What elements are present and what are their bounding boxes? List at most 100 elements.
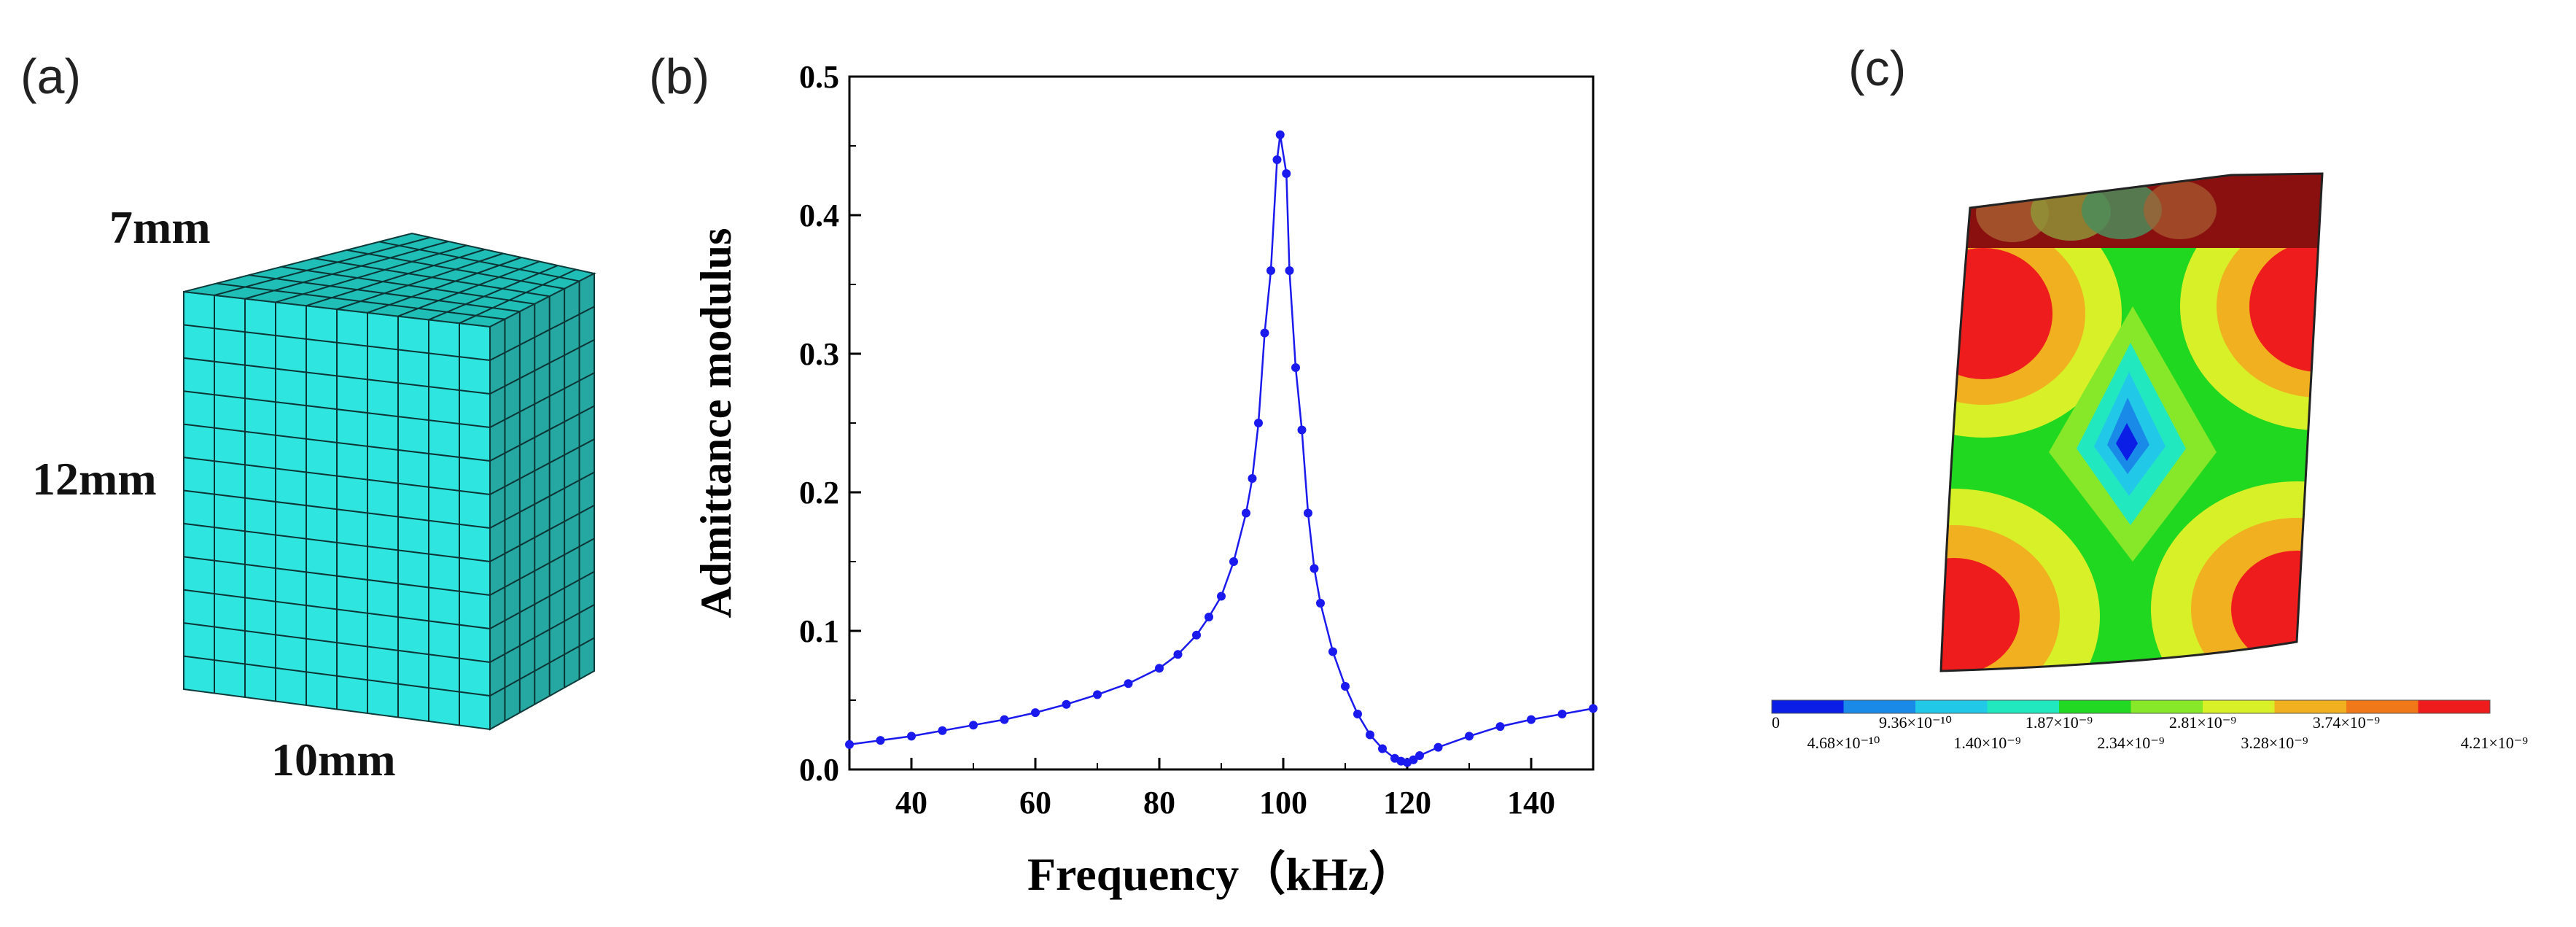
y-tick-label: 0.4 (799, 198, 839, 233)
data-point (1124, 679, 1133, 689)
mesh-line (314, 257, 550, 298)
x-tick-label: 140 (1507, 785, 1555, 821)
data-point (1031, 708, 1040, 718)
data-point (1378, 744, 1387, 753)
data-point (1415, 751, 1424, 760)
data-point (1275, 130, 1285, 139)
x-tick-label: 40 (895, 785, 927, 821)
colorbar-swatch (2131, 700, 2203, 713)
data-point (1291, 363, 1300, 372)
data-point (1328, 647, 1337, 656)
data-point (1254, 419, 1263, 427)
mesh-grid-lines (183, 236, 595, 726)
mesh-line (249, 274, 520, 313)
colorbar-swatch (1915, 700, 1988, 713)
data-point (1229, 557, 1238, 566)
colorbar-swatch (2059, 700, 2131, 713)
panel-a-label: (a) (20, 49, 82, 104)
mesh-line (183, 357, 491, 395)
mesh-line (346, 249, 565, 290)
x-tick-label: 120 (1383, 785, 1431, 821)
panel-c-field-contour: (c) (1713, 0, 2576, 927)
mesh-line (489, 372, 595, 428)
data-point (1000, 715, 1009, 724)
colorbar-frame (1771, 699, 2491, 714)
colorbar-bottom-label: 4.21×10⁻⁹ (2461, 734, 2529, 752)
data-point (1557, 710, 1567, 718)
dimension-bottom-label: 10mm (271, 734, 396, 786)
data-point (1260, 328, 1269, 338)
data-point (1297, 425, 1307, 435)
data-point (1409, 755, 1418, 764)
colorbar-top-label: 1.87×10⁻⁹ (2026, 713, 2093, 732)
mesh-line (379, 241, 580, 282)
colorbar-swatch (1987, 700, 2060, 713)
panel-c-label: (c) (1848, 41, 1907, 96)
colorbar-bottom-label: 2.34×10⁻⁹ (2097, 734, 2165, 752)
contour-plot: 0 9.36×10⁻¹⁰ 1.87×10⁻⁹ 2.81×10⁻⁹ 3.74×10⁻⁹ 4… (1771, 172, 2529, 752)
y-tick-label: 0.1 (799, 613, 839, 649)
y-tick-label: 0.3 (799, 336, 839, 372)
dimension-left-label: 12mm (32, 453, 157, 505)
contour-bands (1941, 174, 2322, 671)
mesh-line (183, 423, 491, 462)
x-tick-label: 60 (1019, 785, 1051, 821)
mesh-line (306, 249, 486, 307)
panel-b-admittance-chart: (b) 0.0 0.1 0.2 0.3 0.4 0.5 40 60 80 100 120 140 A… (620, 0, 1713, 927)
mesh-line (489, 405, 595, 462)
mesh-line (489, 438, 595, 495)
data-point (1093, 690, 1102, 699)
x-tick-label: 100 (1259, 785, 1307, 821)
panel-b-label: (b) (649, 49, 710, 104)
data-point (1205, 613, 1213, 621)
data-point (1272, 155, 1282, 164)
mesh-line (489, 471, 595, 529)
colorbar-top-labels: 0 9.36×10⁻¹⁰ 1.87×10⁻⁹ 2.81×10⁻⁹ 3.74×10⁻⁹ (1772, 713, 2380, 732)
mesh-line (459, 268, 577, 325)
mesh-line (489, 505, 595, 562)
mesh-line (183, 457, 491, 495)
colorbar-swatch (2346, 700, 2419, 713)
mesh-line (183, 589, 491, 629)
colorbar-bottom-label: 4.68×10⁻¹⁰ (1808, 734, 1880, 752)
colorbar-swatch (1772, 700, 1844, 713)
data-point (1589, 704, 1598, 713)
colorbar-bottom-labels: 4.68×10⁻¹⁰ 1.40×10⁻⁹ 2.34×10⁻⁹ 3.28×10⁻⁹ 4.2… (1808, 734, 2529, 752)
data-point (1527, 715, 1536, 724)
y-axis-ticks: 0.0 0.1 0.2 0.3 0.4 0.5 (799, 59, 861, 788)
data-point (1341, 682, 1350, 691)
data-point (969, 721, 978, 730)
mesh-line (428, 265, 559, 321)
colorbar-bottom-label: 1.40×10⁻⁹ (1953, 734, 2021, 752)
mesh-line (489, 604, 595, 663)
series-points-admittance (845, 130, 1598, 767)
mesh-line (183, 324, 491, 361)
data-point (1353, 710, 1362, 718)
mesh-line (216, 282, 505, 320)
plot-frame (848, 75, 1595, 771)
colorbar-swatch (2418, 700, 2491, 713)
data-point (1310, 564, 1319, 573)
colorbar-swatch (2274, 700, 2347, 713)
data-point (1285, 266, 1294, 275)
mesh-line (336, 252, 504, 310)
x-axis-ticks: 40 60 80 100 120 140 (849, 758, 1594, 821)
data-point (938, 726, 947, 735)
colorbar-top-label: 2.81×10⁻⁹ (2169, 713, 2237, 732)
mesh-line (183, 390, 491, 428)
colorbar-bottom-label: 3.28×10⁻⁹ (2241, 734, 2308, 752)
mesh-line (489, 306, 595, 361)
y-tick-label: 0.2 (799, 475, 839, 511)
colorbar-top-label: 3.74×10⁻⁹ (2313, 713, 2381, 732)
mesh-line (275, 244, 467, 303)
mesh-line (183, 622, 491, 663)
data-point (1173, 650, 1183, 659)
y-tick-label: 0.0 (799, 752, 839, 788)
data-point (1316, 599, 1325, 608)
data-point (1062, 699, 1071, 709)
colorbar-top-label: 9.36×10⁻¹⁰ (1879, 713, 1952, 732)
mesh-line (183, 655, 491, 697)
x-tick-label: 80 (1143, 785, 1175, 821)
mesh-line (214, 236, 431, 296)
mesh-line (183, 522, 491, 562)
